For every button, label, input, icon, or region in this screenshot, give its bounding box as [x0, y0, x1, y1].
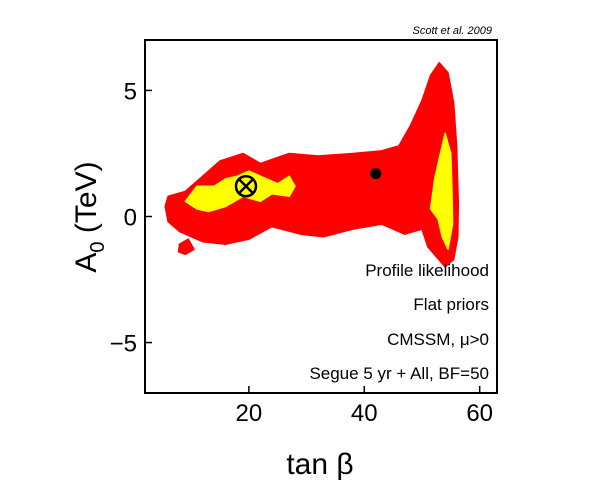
y-tick-label-0: 0 — [124, 205, 137, 232]
outer-confidence-region-0 — [164, 61, 460, 268]
x-tick-label-20: 20 — [236, 400, 263, 427]
likelihood-regions — [164, 61, 460, 268]
y-axis-label: A0 (TeV) — [70, 161, 109, 272]
posterior-mean-dot-marker — [370, 168, 382, 180]
x-tick-label-60: 60 — [466, 400, 493, 427]
annotation-dataset: Segue 5 yr + All, BF=50 — [309, 364, 489, 383]
best-fit-markers — [234, 168, 382, 198]
annotation-method: Profile likelihood — [365, 261, 489, 280]
annotation-model: CMSSM, μ>0 — [387, 330, 489, 349]
y-axis-label-subscript: 0 — [87, 241, 109, 252]
y-axis-label-main: A — [70, 253, 103, 273]
y-axis-ticks: −5 0 5 — [110, 78, 152, 358]
x-tick-label-40: 40 — [351, 400, 378, 427]
annotation-priors: Flat priors — [413, 295, 489, 314]
x-axis-ticks: 20 40 60 — [236, 386, 493, 427]
y-tick-label-5: 5 — [124, 78, 137, 105]
best-fit-circled-x-marker — [234, 174, 258, 198]
inner-confidence-region-3 — [429, 132, 454, 251]
x-axis-label: tan β — [286, 448, 353, 481]
credit-text: Scott et al. 2009 — [413, 25, 493, 37]
y-axis-label-unit: (TeV) — [70, 161, 103, 241]
outer-confidence-region-1 — [177, 238, 195, 256]
legend-annotations: Profile likelihood Flat priors CMSSM, μ>… — [309, 261, 489, 383]
y-tick-label--5: −5 — [110, 331, 137, 358]
